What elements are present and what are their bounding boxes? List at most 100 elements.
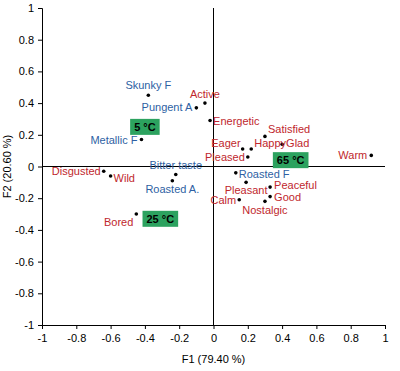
tick: 0.6 xyxy=(309,325,324,344)
point-box xyxy=(143,211,179,227)
marks xyxy=(102,93,373,226)
tick-mark xyxy=(38,325,42,326)
point-label: Good xyxy=(274,191,301,203)
point xyxy=(369,154,373,158)
point-label: Pleased xyxy=(205,151,245,163)
point-label: Pungent A xyxy=(142,101,193,113)
point xyxy=(268,195,272,199)
tick: -0.6 xyxy=(15,256,42,268)
point-label: Happy xyxy=(254,137,286,149)
tick: 0.8 xyxy=(344,325,359,344)
tick: 0.4 xyxy=(19,97,42,109)
tick-label: -0.8 xyxy=(15,287,34,299)
zero-line-y xyxy=(213,8,214,325)
point-label: 5 °C xyxy=(134,121,156,133)
tick-mark xyxy=(145,325,146,329)
tick-label: -0.8 xyxy=(67,332,86,344)
tick: 0.2 xyxy=(241,325,256,344)
tick-mark xyxy=(179,325,180,329)
tick-mark xyxy=(282,325,283,329)
point xyxy=(147,93,151,97)
tick: -0.4 xyxy=(136,325,155,344)
tick-label: -0.6 xyxy=(15,256,34,268)
point-label: 25 °C xyxy=(147,213,175,225)
tick-mark xyxy=(248,325,249,329)
tick-mark xyxy=(38,167,42,168)
tick-label: -0.6 xyxy=(102,332,121,344)
tick-mark xyxy=(38,103,42,104)
tick-label: 0.8 xyxy=(19,34,34,46)
point xyxy=(102,169,106,173)
point xyxy=(237,198,241,202)
tick-label: -0.2 xyxy=(15,192,34,204)
tick-mark xyxy=(351,325,352,329)
point xyxy=(246,155,250,159)
tick-mark xyxy=(316,325,317,329)
y-axis: -1-0.8-0.6-0.4-0.200.20.40.60.81 xyxy=(15,2,42,331)
point-label: 65 °C xyxy=(277,154,305,166)
tick-label: -1 xyxy=(24,319,34,331)
point xyxy=(135,212,139,216)
tick-label: 0 xyxy=(28,161,34,173)
tick-label: -1 xyxy=(38,332,48,344)
point-labels: Skunky F Pungent A Metallic F Bitter taste R… xyxy=(52,79,367,228)
point xyxy=(174,173,178,177)
point-label: Metallic F xyxy=(90,134,137,146)
tick-label: 0.2 xyxy=(19,129,34,141)
tick-label: 0.4 xyxy=(19,97,34,109)
point-label: Nostalgic xyxy=(242,204,288,216)
tick: 0.6 xyxy=(19,65,42,77)
tick-label: 0.2 xyxy=(241,332,256,344)
point xyxy=(109,174,113,178)
tick-label: -0.2 xyxy=(170,332,189,344)
tick-mark xyxy=(38,293,42,294)
point xyxy=(268,185,272,189)
point xyxy=(208,119,212,123)
point-box xyxy=(273,152,309,168)
tick-mark xyxy=(111,325,112,329)
tick: -1 xyxy=(24,319,42,331)
point xyxy=(249,147,253,151)
point-label: Roasted A. xyxy=(145,183,199,195)
tick-mark xyxy=(76,325,77,329)
tick: 0 xyxy=(28,161,42,173)
point-label: Bored xyxy=(104,216,133,228)
tick-label: 0.6 xyxy=(19,65,34,77)
tick: -0.4 xyxy=(15,224,42,236)
point-label: Skunky F xyxy=(125,79,171,91)
tick-mark xyxy=(38,198,42,199)
axis-line xyxy=(38,9,43,326)
tick-mark xyxy=(38,71,42,72)
tick-label: 0 xyxy=(211,332,217,344)
tick-mark xyxy=(38,262,42,263)
point-label: Eager xyxy=(211,137,241,149)
tick: 0.2 xyxy=(19,129,42,141)
point xyxy=(203,101,207,105)
tick: 0.8 xyxy=(19,34,42,46)
tick-label: 0.8 xyxy=(344,332,359,344)
point-label: Energetic xyxy=(213,115,260,127)
tick: 0 xyxy=(211,325,217,344)
axis-line xyxy=(43,326,386,330)
point-label: Roasted F xyxy=(239,168,290,180)
tick: -0.6 xyxy=(102,325,121,344)
tick-mark xyxy=(38,8,42,9)
point-label: Peaceful xyxy=(274,179,317,191)
point-label: Glad xyxy=(286,137,309,149)
tick-mark xyxy=(385,325,386,329)
tick-mark xyxy=(214,325,215,329)
point xyxy=(140,138,144,142)
point-box xyxy=(130,119,160,135)
point-label: Active xyxy=(190,88,220,100)
x-axis: -1-0.8-0.6-0.4-0.200.20.40.60.81 xyxy=(38,325,389,344)
tick: -0.8 xyxy=(15,287,42,299)
tick-label: -0.4 xyxy=(136,332,155,344)
tick-mark xyxy=(38,40,42,41)
point-label: Bitter taste xyxy=(149,159,202,171)
point-label: Satisfied xyxy=(268,123,310,135)
point-label: Disgusted xyxy=(52,165,101,177)
tick: -1 xyxy=(38,325,48,344)
tick-label: 0.4 xyxy=(275,332,290,344)
point xyxy=(263,200,267,204)
tick-label: -0.4 xyxy=(15,224,34,236)
